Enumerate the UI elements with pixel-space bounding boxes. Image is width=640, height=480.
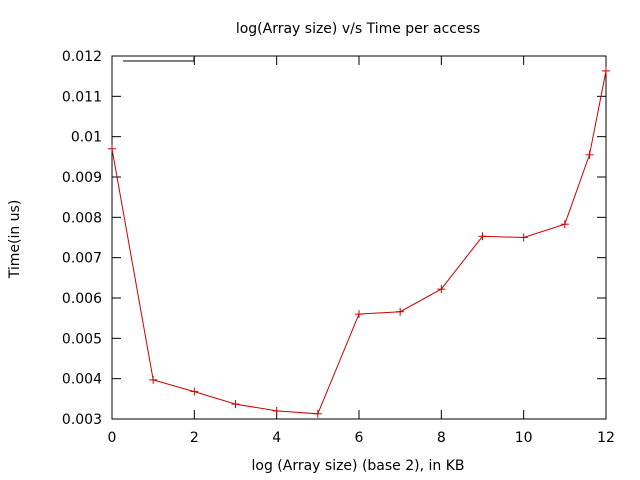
x-tick-label: 2 — [190, 430, 199, 446]
data-point — [313, 409, 322, 418]
data-point — [585, 150, 594, 159]
legend — [123, 57, 195, 62]
y-tick-label: 0.006 — [62, 291, 102, 307]
y-tick-label: 0.005 — [62, 331, 102, 347]
data-point — [396, 307, 405, 316]
y-tick-label: 0.004 — [62, 372, 102, 388]
x-tick-label: 8 — [437, 430, 446, 446]
series-line — [111, 70, 607, 415]
data-point — [560, 220, 569, 229]
y-tick-label: 0.009 — [62, 170, 102, 186]
x-tick-label: 4 — [272, 430, 281, 446]
data-point — [231, 400, 240, 409]
y-tick-label: 0.003 — [62, 412, 102, 428]
data-point — [149, 375, 158, 384]
data-point — [190, 387, 199, 396]
plot-border — [111, 55, 607, 420]
plot-frame — [111, 55, 607, 420]
y-axis: 0.003 0.004 0.005 0.006 0.007 0.008 0.009 0.01 0… — [62, 49, 606, 428]
y-axis-label: Time(in us) — [7, 200, 23, 280]
x-axis-label: log (Array size) (base 2), in KB — [251, 458, 464, 474]
chart-title: log(Array size) v/s Time per access — [236, 21, 480, 37]
data-point — [478, 232, 487, 241]
y-tick-label: 0.011 — [62, 89, 102, 105]
x-tick-label: 6 — [355, 430, 364, 446]
data-point — [272, 406, 281, 415]
x-tick-label: 0 — [108, 430, 117, 446]
x-tick-label: 10 — [515, 430, 533, 446]
data-point — [355, 310, 363, 319]
x-tick-label: 12 — [597, 430, 615, 446]
data-point — [519, 233, 528, 242]
y-tick-label: 0.008 — [62, 210, 102, 226]
x-axis: 0 2 4 6 8 10 12 — [108, 56, 615, 446]
data-point — [602, 66, 610, 75]
data-point — [437, 285, 446, 294]
y-tick-label: 0.007 — [62, 251, 102, 267]
y-tick-label: 0.012 — [62, 49, 102, 65]
series-layer — [108, 66, 610, 418]
data-point — [108, 144, 116, 153]
y-tick-label: 0.01 — [71, 130, 102, 146]
